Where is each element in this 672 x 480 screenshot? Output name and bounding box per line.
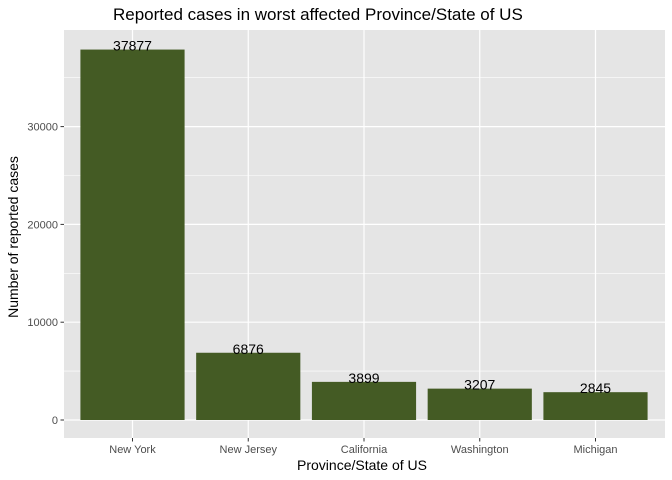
y-axis-label: Number of reported cases [5,156,21,318]
bar [427,388,532,420]
bar [543,392,648,420]
bar [311,381,417,420]
bar-value-label: 2845 [580,380,611,396]
x-tick-label: California [341,444,388,456]
chart-title: Reported cases in worst affected Provinc… [113,5,523,24]
y-axis-ticks: 0 10000 20000 30000 [27,122,64,427]
x-tick-label: Michigan [573,444,617,456]
x-tick-label: New Jersey [220,444,278,456]
x-tick-label: New York [109,444,156,456]
x-tick-label: Washington [451,444,509,456]
x-axis-label: Province/State of US [297,457,427,473]
bar [196,352,301,420]
bar-value-label: 6876 [233,341,264,357]
y-tick-label: 30000 [27,122,58,134]
bar-value-label: 3207 [464,377,495,393]
bars [80,49,648,421]
bar [80,49,185,421]
y-tick-label: 10000 [27,317,58,329]
bar-value-labels: 37877 6876 3899 3207 2845 [113,38,611,397]
y-tick-label: 20000 [27,219,58,231]
bar-value-label: 37877 [113,38,152,54]
bar-value-label: 3899 [348,370,379,386]
x-axis-ticks: New York New Jersey California Washington Mi… [109,438,618,456]
y-tick-label: 0 [52,415,58,427]
